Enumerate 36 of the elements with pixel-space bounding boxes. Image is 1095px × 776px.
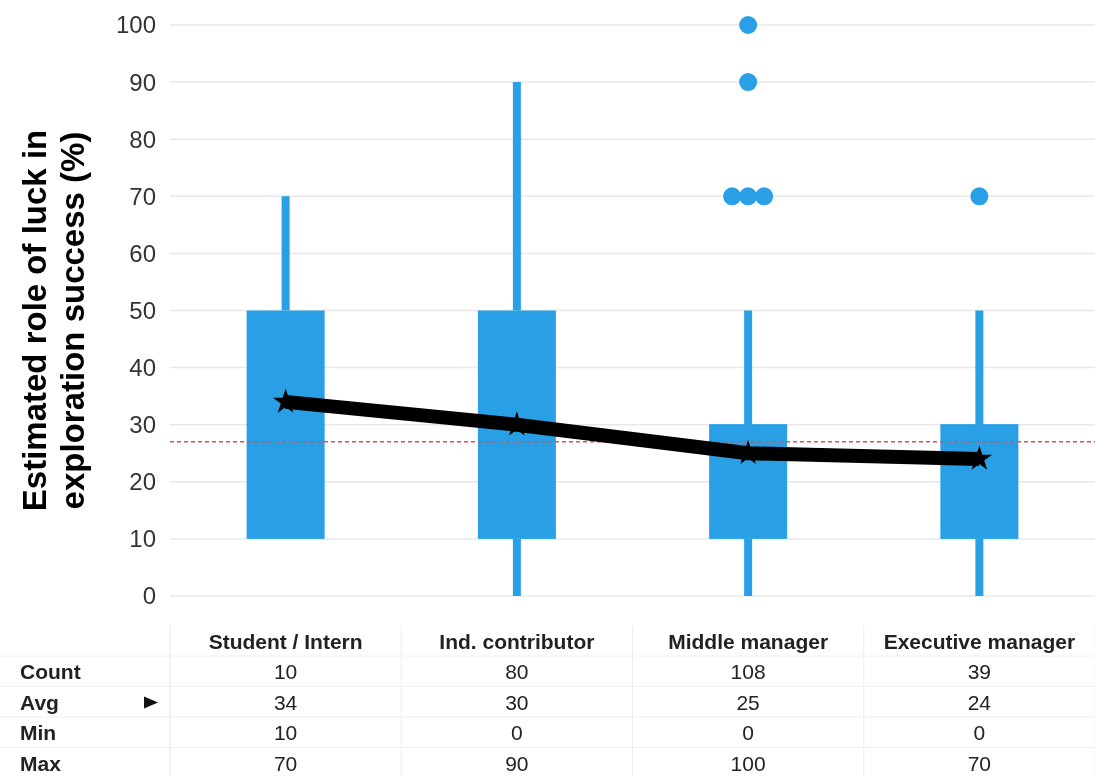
x-tick-label: Middle manager — [668, 630, 829, 654]
y-tick-label: 60 — [129, 239, 156, 267]
y-tick-label: 0 — [142, 582, 156, 610]
text: Count — [20, 660, 81, 684]
text: 108 — [730, 660, 766, 684]
y-tick-label: 100 — [115, 11, 156, 39]
text: 39 — [967, 660, 992, 684]
text: 24 — [967, 690, 992, 714]
text: Min — [20, 721, 57, 745]
text: 100 — [730, 751, 766, 775]
y-tick-label: 50 — [129, 296, 156, 324]
text: 10 — [273, 721, 298, 745]
y-tick-label: 70 — [129, 182, 156, 210]
y-tick-label: 90 — [129, 68, 156, 96]
text: 70 — [967, 751, 992, 775]
x-tick-label: Executive manager — [883, 630, 1076, 654]
text: 90 — [505, 751, 529, 775]
text: 80 — [505, 660, 529, 684]
text: 70 — [273, 751, 298, 775]
text: 30 — [505, 690, 529, 714]
text: 25 — [736, 690, 760, 714]
text: 0 — [742, 721, 754, 745]
y-tick-label: 40 — [129, 354, 156, 381]
text: 10 — [273, 660, 298, 684]
text: 0 — [511, 721, 523, 745]
text: Avg — [20, 690, 59, 714]
y-tick-label: 80 — [129, 125, 156, 153]
y-tick-label: 30 — [129, 411, 156, 439]
y-tick-label: 20 — [129, 468, 156, 496]
y-axis-title: Estimated role of luck in exploration success (%) — [16, 129, 91, 512]
x-tick-label: Ind. contributor — [439, 630, 595, 654]
text: 0 — [973, 721, 986, 745]
text: 34 — [273, 690, 298, 714]
y-tick-label: 10 — [129, 525, 156, 553]
text: Max — [20, 751, 62, 775]
x-tick-label: Student / Intern — [208, 630, 363, 654]
